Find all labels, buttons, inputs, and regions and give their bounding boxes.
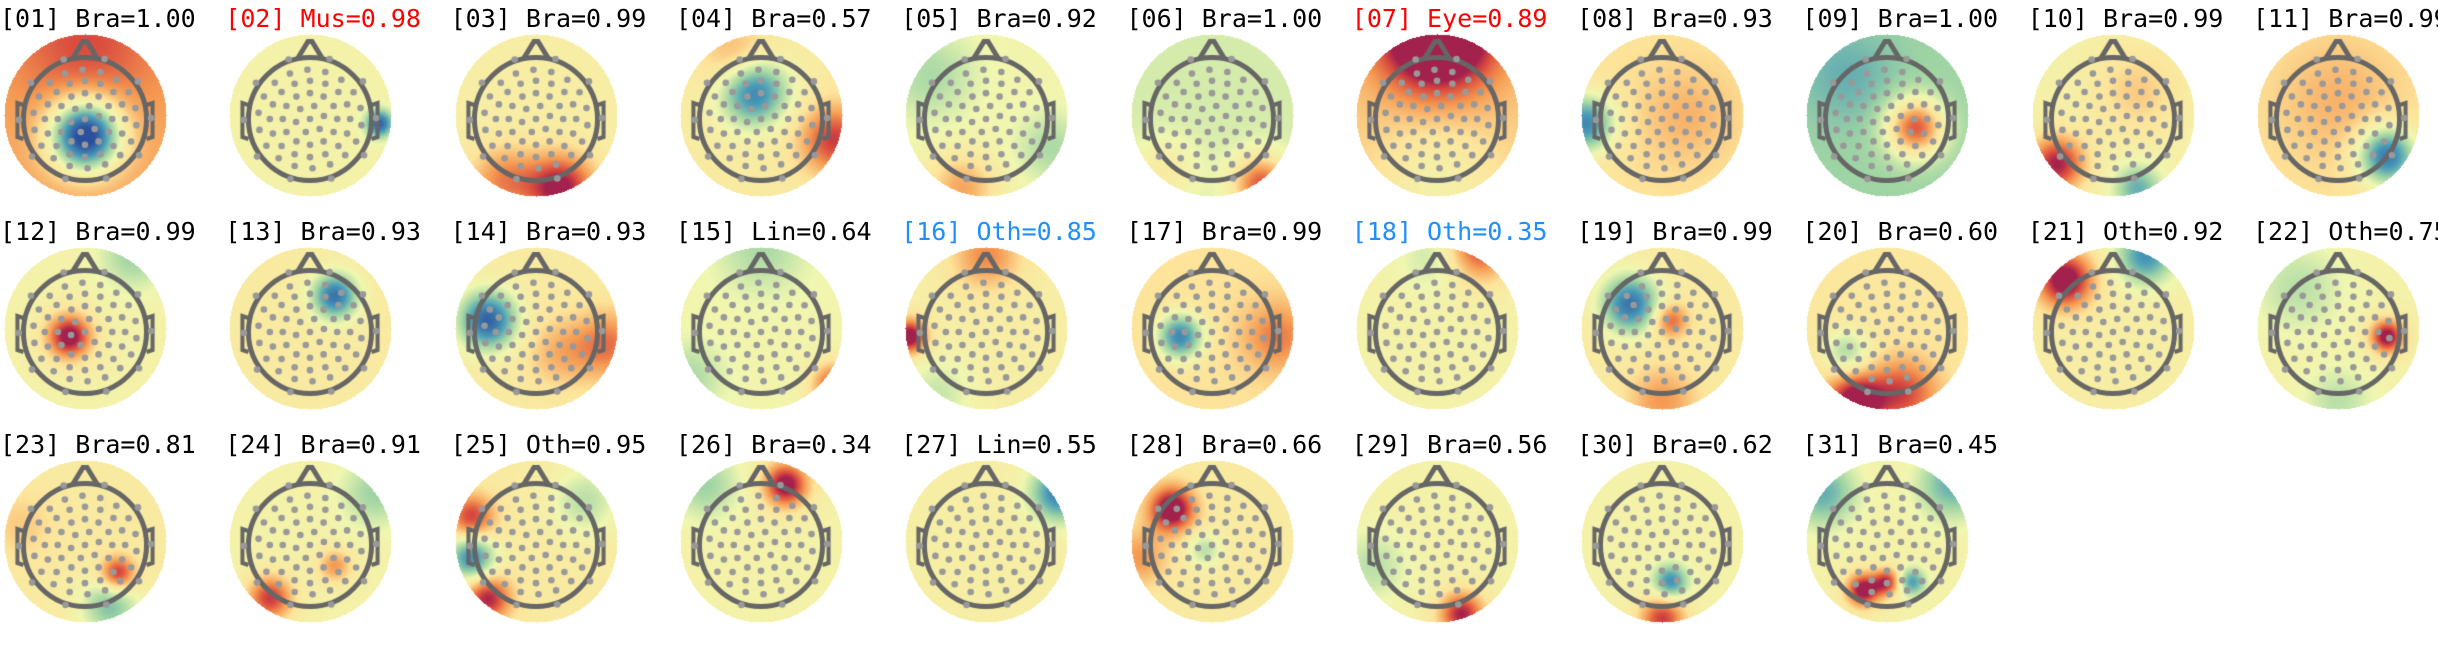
scalp-topomap [0,30,170,200]
component-10: [10] Bra=0.99 [2027,4,2253,217]
component-title: [29] Bra=0.56 [1351,430,1548,459]
scalp-topomap [1802,243,1973,413]
component-title: [28] Bra=0.66 [1126,430,1323,459]
component-8: [08] Bra=0.93 [1577,4,1802,217]
component-15: [15] Lin=0.64 [675,217,901,430]
scalp-topomap [1351,30,1522,200]
component-title: [31] Bra=0.45 [1802,430,1999,459]
component-9: [09] Bra=1.00 [1802,4,2027,217]
component-21: [21] Oth=0.92 [2027,217,2253,430]
component-31: [31] Bra=0.45 [1802,430,2027,643]
component-26: [26] Bra=0.34 [675,430,901,643]
component-24: [24] Bra=0.91 [225,430,450,643]
component-5: [05] Bra=0.92 [901,4,1126,217]
scalp-topomap [2253,243,2423,413]
scalp-topomap [1126,243,1297,413]
component-title: [23] Bra=0.81 [0,430,196,459]
component-title: [04] Bra=0.57 [675,4,872,33]
component-title: [24] Bra=0.91 [225,430,421,459]
scalp-topomap [1126,30,1297,200]
component-27: [27] Lin=0.55 [901,430,1126,643]
component-title: [02] Mus=0.98 [225,4,421,33]
component-19: [19] Bra=0.99 [1577,217,1802,430]
component-title: [17] Bra=0.99 [1126,217,1323,246]
component-title: [26] Bra=0.34 [675,430,872,459]
component-title: [07] Eye=0.89 [1351,4,1548,33]
scalp-topomap [450,243,621,413]
component-title: [10] Bra=0.99 [2027,4,2224,33]
scalp-topomap [901,30,1072,200]
component-title: [11] Bra=0.99 [2253,4,2438,33]
scalp-topomap [1802,30,1973,200]
scalp-topomap [1126,456,1297,626]
component-title: [22] Oth=0.75 [2253,217,2438,246]
scalp-topomap [1802,456,1973,626]
scalp-topomap [225,30,396,200]
scalp-topomap [0,456,170,626]
component-title: [20] Bra=0.60 [1802,217,1999,246]
component-17: [17] Bra=0.99 [1126,217,1352,430]
scalp-topomap [1351,456,1522,626]
scalp-topomap [1577,456,1748,626]
component-title: [13] Bra=0.93 [225,217,421,246]
scalp-topomap [225,456,396,626]
scalp-topomap [225,243,396,413]
component-title: [25] Oth=0.95 [450,430,647,459]
component-1: [01] Bra=1.00 [0,4,225,217]
component-23: [23] Bra=0.81 [0,430,225,643]
component-title: [05] Bra=0.92 [901,4,1097,33]
component-title: [08] Bra=0.93 [1577,4,1773,33]
component-30: [30] Bra=0.62 [1577,430,1802,643]
component-28: [28] Bra=0.66 [1126,430,1352,643]
component-4: [04] Bra=0.57 [675,4,901,217]
component-title: [12] Bra=0.99 [0,217,196,246]
component-title: [30] Bra=0.62 [1577,430,1773,459]
component-13: [13] Bra=0.93 [225,217,450,430]
component-title: [21] Oth=0.92 [2027,217,2224,246]
component-title: [18] Oth=0.35 [1351,217,1548,246]
scalp-topomap [0,243,170,413]
scalp-topomap [675,30,846,200]
component-title: [14] Bra=0.93 [450,217,647,246]
scalp-topomap [901,243,1072,413]
scalp-topomap [675,243,846,413]
scalp-topomap [450,30,621,200]
component-title: [01] Bra=1.00 [0,4,196,33]
component-title: [15] Lin=0.64 [675,217,872,246]
component-18: [18] Oth=0.35 [1351,217,1577,430]
component-29: [29] Bra=0.56 [1351,430,1577,643]
scalp-topomap [901,456,1072,626]
component-12: [12] Bra=0.99 [0,217,225,430]
component-3: [03] Bra=0.99 [450,4,676,217]
component-20: [20] Bra=0.60 [1802,217,2027,430]
scalp-topomap [1577,30,1748,200]
component-2: [02] Mus=0.98 [225,4,450,217]
component-22: [22] Oth=0.75 [2253,217,2438,430]
component-6: [06] Bra=1.00 [1126,4,1352,217]
component-11: [11] Bra=0.99 [2253,4,2438,217]
scalp-topomap [2027,243,2198,413]
scalp-topomap [675,456,846,626]
component-25: [25] Oth=0.95 [450,430,676,643]
component-14: [14] Bra=0.93 [450,217,676,430]
component-title: [09] Bra=1.00 [1802,4,1999,33]
component-16: [16] Oth=0.85 [901,217,1126,430]
scalp-topomap [1577,243,1748,413]
component-title: [19] Bra=0.99 [1577,217,1773,246]
component-title: [03] Bra=0.99 [450,4,647,33]
component-title: [16] Oth=0.85 [901,217,1097,246]
component-title: [27] Lin=0.55 [901,430,1097,459]
scalp-topomap [2027,30,2198,200]
scalp-topomap [450,456,621,626]
component-title: [06] Bra=1.00 [1126,4,1323,33]
scalp-topomap [2253,30,2423,200]
component-7: [07] Eye=0.89 [1351,4,1577,217]
scalp-topomap [1351,243,1522,413]
